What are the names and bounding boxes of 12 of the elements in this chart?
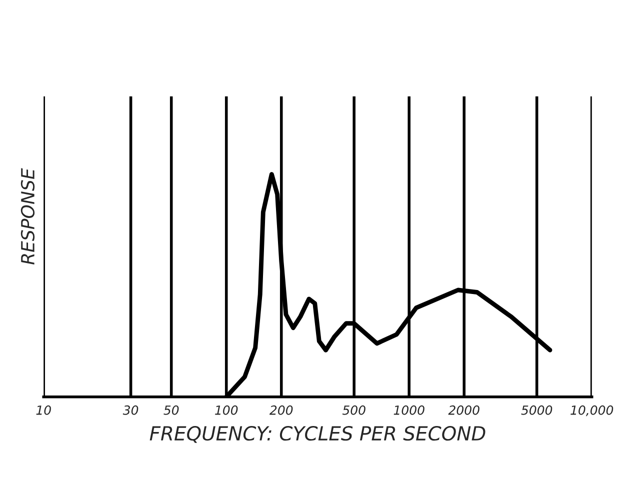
x-tick-label: 10,000 xyxy=(570,405,614,416)
x-tick-label: 5000 xyxy=(521,405,552,415)
y-axis-title: RESPONSE xyxy=(20,168,35,265)
x-tick-label: 2000 xyxy=(448,405,480,415)
x-tick-label: 100 xyxy=(215,405,238,415)
x-tick-label: 10 xyxy=(36,405,51,415)
x-tick-label: 500 xyxy=(342,405,366,415)
x-tick-label: 1000 xyxy=(394,405,424,415)
x-tick-label: 50 xyxy=(164,405,179,415)
x-tick-label: 200 xyxy=(269,405,293,415)
x-tick-label: 30 xyxy=(122,405,138,415)
x-axis-title: FREQUENCY: CYCLES PER SECOND xyxy=(150,426,486,443)
